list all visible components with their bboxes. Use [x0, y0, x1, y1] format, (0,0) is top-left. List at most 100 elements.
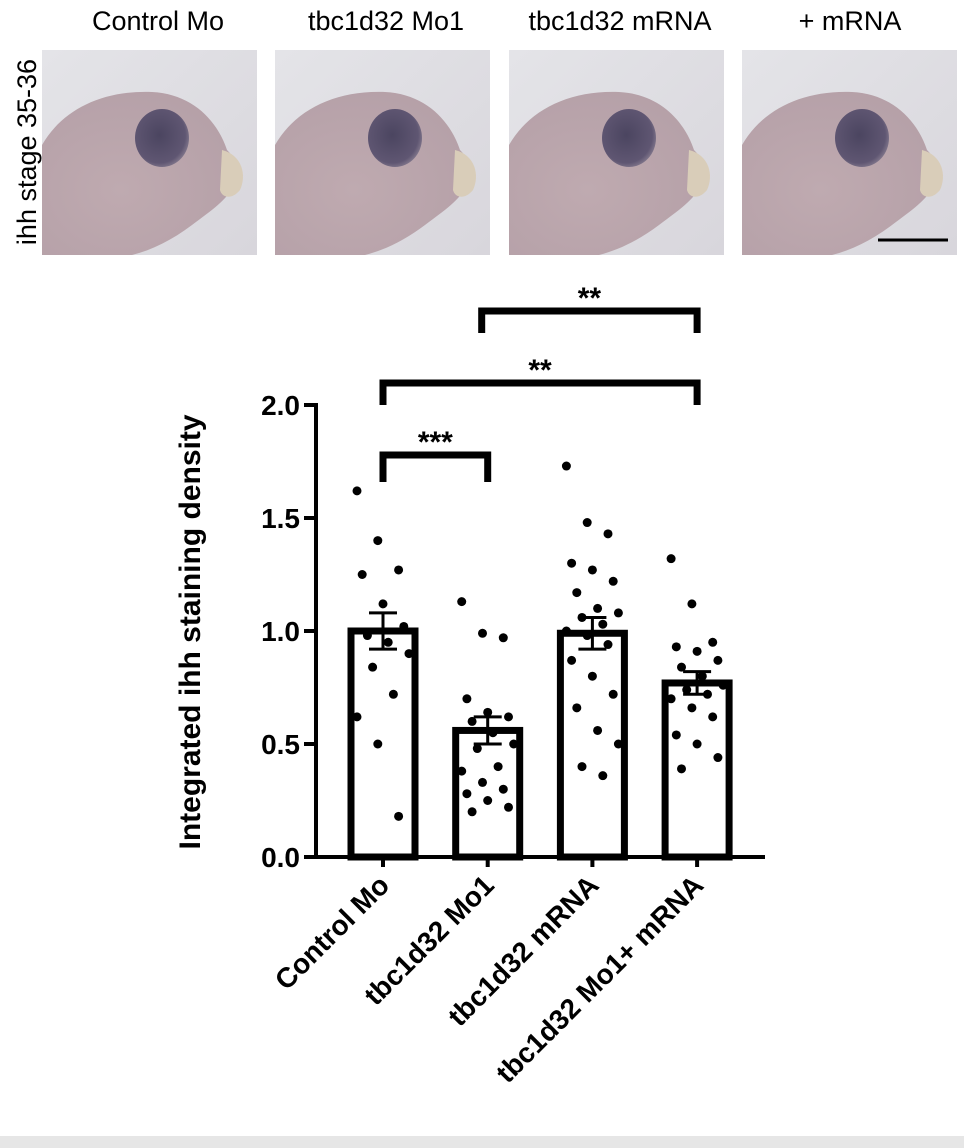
data-point: [373, 536, 383, 546]
data-point: [567, 558, 577, 568]
photo-row: [42, 50, 957, 255]
data-point: [703, 689, 712, 699]
significance-bracket: [478, 307, 701, 333]
data-point: [498, 633, 508, 643]
data-point: [692, 646, 702, 656]
row-label: ihh stage 35-36: [12, 59, 42, 245]
data-point: [493, 762, 503, 772]
data-point: [462, 694, 472, 704]
data-point: [467, 716, 477, 726]
x-tick-label: tbc1d32 Mo1+ mRNA: [490, 869, 709, 1088]
data-point: [404, 649, 414, 659]
error-bar: [369, 611, 397, 651]
data-point: [357, 570, 367, 579]
data-point: [561, 626, 571, 636]
data-point: [718, 680, 728, 690]
bar: [347, 627, 419, 861]
data-point: [572, 703, 582, 713]
photo-label: tbc1d32 Mo1: [308, 6, 464, 36]
photo: [275, 50, 490, 255]
data-point: [472, 744, 482, 754]
data-point: [362, 631, 372, 641]
data-point: [483, 796, 493, 805]
y-axis-label: Integrated ihh staining density: [174, 414, 207, 849]
data-point: [572, 588, 582, 598]
data-point: [598, 619, 608, 629]
photo-label: Control Mo: [92, 6, 224, 36]
data-point: [613, 739, 623, 749]
data-point: [373, 739, 383, 749]
y-tick-label: 0.5: [261, 729, 300, 760]
data-point: [483, 707, 493, 717]
y-tick-label: 1.0: [261, 616, 300, 647]
data-point: [593, 603, 603, 613]
data-point: [462, 789, 472, 799]
data-point: [608, 689, 618, 699]
data-point: [603, 640, 613, 650]
data-point: [666, 694, 676, 704]
data-point: [457, 766, 467, 776]
data-point: [692, 739, 702, 749]
data-point: [504, 802, 513, 812]
data-point: [613, 608, 623, 618]
data-point: [467, 807, 477, 817]
data-point: [567, 655, 577, 665]
data-point: [671, 642, 681, 652]
data-point: [488, 728, 498, 738]
data-point: [498, 784, 508, 794]
data-point: [388, 689, 398, 699]
data-point: [713, 655, 723, 665]
data-point: [608, 576, 618, 586]
significance-bracket: [379, 379, 701, 405]
data-point: [368, 662, 378, 672]
photo-label: + mRNA: [799, 6, 902, 36]
photo: [509, 50, 724, 255]
data-point: [478, 628, 487, 638]
bar: [661, 679, 733, 861]
data-point: [577, 612, 587, 622]
data-point: [509, 739, 519, 749]
data-point: [587, 565, 597, 575]
data-point: [378, 599, 388, 609]
data-point: [598, 771, 608, 781]
data-point: [593, 725, 603, 735]
data-point: [383, 637, 393, 647]
data-point: [687, 599, 697, 609]
significance-label: **: [578, 282, 602, 315]
data-point: [677, 764, 686, 774]
significance-label: **: [528, 354, 552, 387]
data-point: [708, 712, 718, 722]
data-point: [504, 712, 513, 722]
y-tick-label: 2.0: [261, 390, 300, 421]
photo: [742, 50, 957, 255]
y-tick-label: 0.0: [261, 842, 300, 873]
data-point: [603, 529, 613, 539]
data-point: [561, 461, 571, 471]
data-point: [713, 753, 723, 763]
data-point: [457, 597, 467, 607]
data-point: [478, 777, 487, 787]
data-point: [577, 762, 587, 772]
data-point: [582, 631, 592, 641]
data-point: [399, 621, 409, 631]
data-point: [677, 662, 686, 672]
error-bar: [473, 715, 502, 746]
y-tick-label: 1.5: [261, 503, 300, 534]
significance-label: ***: [418, 426, 453, 459]
photo: [42, 50, 257, 255]
data-point: [352, 712, 362, 722]
data-point: [394, 565, 404, 575]
data-point: [682, 685, 692, 695]
data-point: [582, 518, 592, 528]
data-point: [687, 703, 697, 713]
data-point: [671, 730, 681, 740]
significance-bracket: [379, 451, 492, 482]
data-point: [394, 811, 404, 821]
data-point: [697, 671, 707, 681]
data-point: [708, 637, 718, 647]
photo-label: tbc1d32 mRNA: [528, 6, 711, 36]
data-point: [352, 486, 362, 496]
data-point: [587, 671, 597, 681]
data-point: [666, 554, 676, 564]
